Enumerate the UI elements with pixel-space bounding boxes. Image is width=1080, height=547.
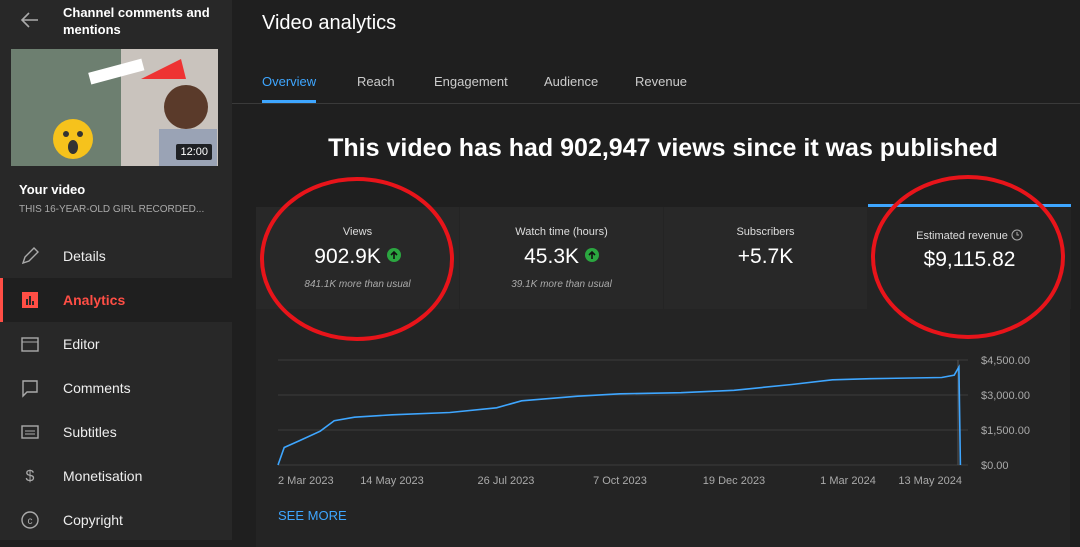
tab[interactable]: Overview — [262, 74, 317, 89]
icon — [22, 292, 38, 308]
nav-label: Subtitles — [63, 424, 117, 440]
thumbnail[interactable]: 12:00 — [11, 49, 218, 166]
y-tick-label: $1,500.00 — [981, 425, 1030, 437]
annotation-circle — [871, 175, 1065, 339]
icon: $ — [26, 468, 35, 485]
metric-card[interactable]: Views 902.9K 841.1K more than usual — [256, 207, 459, 309]
annotation-circle — [260, 177, 454, 341]
nav-label: Comments — [63, 380, 131, 396]
revenue-line — [277, 364, 962, 466]
metric-value-text: 902.9K — [314, 245, 381, 268]
metric-value: +5.7K — [737, 245, 794, 268]
x-tick-label: 7 Oct 2023 — [593, 475, 647, 487]
icon — [21, 247, 39, 265]
tab[interactable]: Reach — [357, 74, 395, 89]
y-tick-label: $0.00 — [981, 460, 1009, 472]
nav-label: Editor — [63, 336, 100, 352]
metric-card[interactable]: Subscribers +5.7K — [664, 207, 867, 309]
metric-value: 902.9K — [256, 245, 459, 269]
nav-comments[interactable]: Comments — [0, 366, 232, 410]
tab-divider — [232, 103, 1080, 104]
sidebar-header: Channel comments and mentions — [63, 5, 210, 37]
x-tick-label: 19 Dec 2023 — [703, 475, 765, 487]
icon — [21, 337, 39, 352]
metric-card[interactable]: Watch time (hours) 45.3K 39.1K more than… — [460, 207, 663, 309]
svg-text:$: $ — [26, 468, 35, 485]
icon — [22, 380, 38, 398]
nav-label: Monetisation — [63, 468, 143, 484]
clock-icon — [1011, 229, 1023, 241]
tab[interactable]: Engagement — [434, 74, 508, 89]
y-tick-label: $4,500.00 — [981, 355, 1030, 367]
nav-label: Copyright — [63, 512, 123, 528]
metric-value: 45.3K — [460, 245, 663, 269]
icon — [21, 425, 39, 439]
page-title: Video analytics — [262, 12, 397, 34]
y-tick-label: $3,000.00 — [981, 390, 1030, 402]
sidebar: Channel comments and mentions 12:00 Your… — [0, 0, 232, 540]
back-arrow[interactable] — [20, 10, 40, 30]
x-tick-label: 2 Mar 2023 — [278, 475, 334, 487]
metric-value: $9,115.82 — [923, 248, 1016, 271]
nav-details[interactable]: Details — [0, 234, 232, 278]
headline: This video has had 902,947 views since i… — [328, 134, 998, 162]
metric-note: 841.1K more than usual — [304, 279, 411, 290]
up-icon — [584, 248, 599, 262]
tab-indicator — [262, 100, 316, 103]
x-tick-label: 1 Mar 2024 — [820, 475, 876, 487]
x-tick-label: 26 Jul 2023 — [478, 475, 535, 487]
tab[interactable]: Audience — [544, 74, 599, 89]
metric-label: Subscribers — [736, 226, 795, 238]
see-more[interactable]: SEE MORE — [278, 508, 347, 523]
nav-monetisation[interactable]: $ Monetisation — [0, 454, 232, 498]
tab[interactable]: Revenue — [635, 74, 688, 89]
icon: c — [21, 511, 39, 529]
duration: 12:00 — [176, 144, 212, 160]
nav-subtitles[interactable]: Subtitles — [0, 410, 232, 454]
metric-label-text: Estimated revenue — [916, 230, 1008, 242]
nav-editor[interactable]: Editor — [0, 322, 232, 366]
your-video-label: Your video — [19, 182, 86, 197]
video-title: THIS 16-YEAR-OLD GIRL RECORDED... — [19, 204, 205, 215]
metric-label: Watch time (hours) — [515, 226, 608, 238]
metric-label: Estimated revenue — [868, 229, 1071, 242]
metric-value-text: 45.3K — [524, 245, 580, 268]
metric-label: Views — [342, 226, 373, 238]
x-tick-label: 13 May 2024 — [898, 475, 962, 487]
svg-text:c: c — [28, 516, 33, 527]
nav-label: Details — [63, 248, 106, 264]
up-icon — [386, 248, 401, 262]
nav-copyright[interactable]: c Copyright — [0, 498, 232, 542]
metric-card[interactable]: Estimated revenue $9,115.82 — [868, 204, 1071, 309]
nav-analytics[interactable]: Analytics — [0, 278, 232, 322]
metric-note: 39.1K more than usual — [511, 279, 612, 290]
nav-label: Analytics — [63, 292, 126, 308]
x-tick-label: 14 May 2023 — [360, 475, 424, 487]
